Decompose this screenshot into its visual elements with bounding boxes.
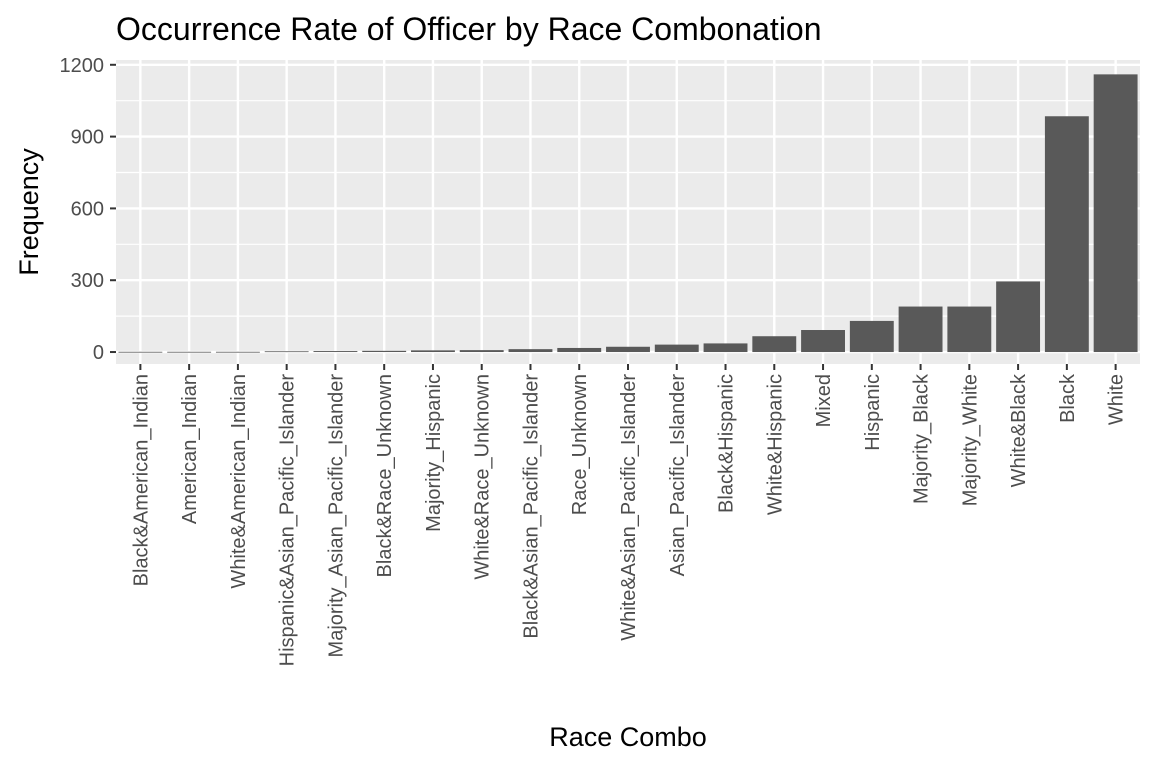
bar [703, 343, 748, 353]
x-tick-label: White&American_Indian [228, 374, 250, 589]
bar [752, 336, 797, 353]
bar [947, 306, 992, 353]
bar [459, 350, 504, 353]
grid-lines [116, 60, 1140, 364]
x-tick-label: Majority_Black [911, 373, 933, 504]
bar [508, 349, 553, 353]
x-tick-label: Race_Unknown [569, 374, 591, 515]
bar [167, 351, 212, 353]
bar [264, 351, 309, 353]
x-tick-label: Black&Hispanic [716, 374, 738, 513]
bar [801, 330, 845, 353]
bar [1044, 116, 1089, 353]
bar [411, 350, 455, 353]
bar [849, 320, 894, 353]
bar [654, 344, 699, 353]
x-tick-label: Black&Asian_Pacific_Islander [520, 374, 542, 639]
x-tick-label: Asian_Pacific_Islander [667, 374, 689, 577]
x-tick-label: Black&American_Indian [130, 374, 152, 586]
x-tick-label: Mixed [813, 374, 835, 427]
bar [1093, 74, 1138, 353]
bar [313, 351, 358, 353]
x-tick-label: Hispanic&Asian_Pacific_Islander [277, 374, 299, 667]
y-tick-label: 300 [71, 270, 104, 292]
x-tick-label: Black [1057, 373, 1079, 423]
x-tick-label: White&Hispanic [764, 374, 786, 515]
bars [118, 74, 1138, 353]
x-tick-label: American_Indian [179, 374, 201, 524]
x-tick-label: White [1106, 374, 1128, 425]
bar [606, 346, 650, 353]
y-tick-label: 600 [71, 198, 104, 220]
x-tick-label: White&Asian_Pacific_Islander [618, 374, 640, 641]
bar [996, 281, 1041, 353]
x-axis-title: Race Combo [549, 722, 707, 752]
y-tick-label: 0 [93, 342, 104, 364]
x-tick-label: White&Race_Unknown [472, 374, 494, 580]
bar [557, 347, 602, 353]
chart-title: Occurrence Rate of Officer by Race Combo… [116, 11, 822, 47]
bar [898, 306, 943, 353]
x-tick-label: Majority_White [959, 374, 981, 506]
bar [362, 350, 407, 353]
x-axis: Black&American_Indian American_Indian Whit… [130, 364, 1128, 667]
x-tick-label: Majority_Asian_Pacific_Islander [325, 374, 347, 658]
bar [215, 351, 260, 353]
bar [118, 351, 163, 353]
x-tick-label: Majority_Hispanic [423, 374, 445, 532]
y-tick-label: 1200 [60, 55, 105, 77]
y-tick-label: 900 [71, 127, 104, 149]
x-tick-label: White&Black [1008, 373, 1030, 487]
x-tick-label: Hispanic [862, 374, 884, 451]
y-axis: 0 300 600 900 1200 [60, 55, 116, 364]
y-axis-title: Frequency [14, 148, 44, 276]
x-tick-label: Black&Race_Unknown [374, 374, 396, 577]
